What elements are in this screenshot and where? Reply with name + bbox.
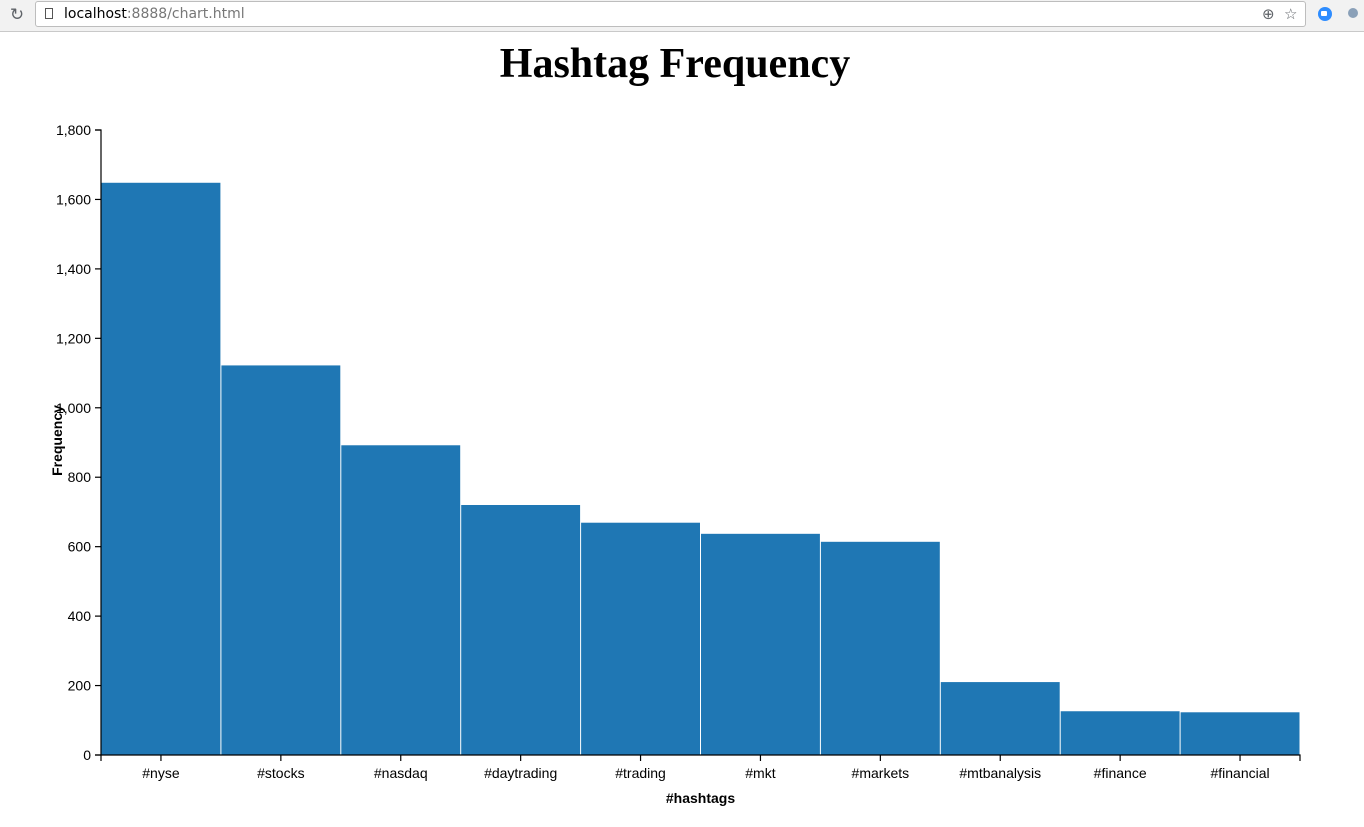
- bar-nasdaq: [341, 445, 460, 755]
- y-tick-label: 1,800: [56, 122, 91, 138]
- y-tick-label: 1,600: [56, 191, 91, 207]
- x-tick-label: #finance: [1094, 765, 1147, 781]
- y-tick-label: 600: [68, 539, 92, 555]
- bars-group: [102, 183, 1300, 755]
- y-tick-label: 1,200: [56, 330, 91, 346]
- x-axis: #nyse #stocks #nasdaq #daytrading #trading #m…: [101, 755, 1300, 781]
- bar-mkt: [701, 534, 820, 755]
- x-axis-title: #hashtags: [666, 790, 735, 806]
- y-tick-label: 200: [68, 678, 92, 694]
- x-tick-label: #nyse: [142, 765, 180, 781]
- x-tick-label: #nasdaq: [374, 765, 428, 781]
- bar-markets: [821, 542, 940, 755]
- y-tick-label: 0: [83, 747, 91, 763]
- y-axis-title: Frequency: [49, 405, 65, 476]
- bar-trading: [581, 523, 700, 755]
- x-tick-label: #trading: [615, 765, 666, 781]
- x-tick-label: #financial: [1210, 765, 1269, 781]
- y-axis-line: [95, 130, 101, 755]
- y-tick-label: 400: [68, 608, 92, 624]
- y-tick-label: 1,400: [56, 261, 91, 277]
- bar-stocks: [221, 365, 340, 755]
- bar-finance: [1061, 711, 1180, 755]
- bar-mtbanalysis: [941, 682, 1060, 755]
- bar-daytrading: [461, 505, 580, 755]
- bar-financial: [1181, 712, 1300, 755]
- x-tick-label: #markets: [852, 765, 910, 781]
- bar-nyse: [102, 183, 221, 755]
- x-tick-label: #daytrading: [484, 765, 557, 781]
- y-tick-label: 800: [68, 469, 92, 485]
- x-tick-label: #mtbanalysis: [959, 765, 1041, 781]
- x-tick-label: #stocks: [257, 765, 304, 781]
- x-tick-label: #mkt: [745, 765, 775, 781]
